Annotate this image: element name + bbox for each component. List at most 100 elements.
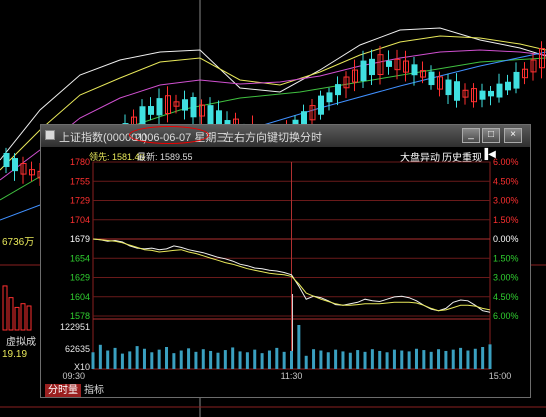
bg-candle-body (437, 76, 443, 90)
latest-label: 最新: 1589.55 (137, 152, 193, 162)
tab-volume[interactable]: 分时量 (45, 384, 81, 397)
volume-bar (216, 352, 220, 369)
volume-bar (297, 325, 301, 369)
bg-candle-body (505, 81, 511, 91)
volume-bar (253, 349, 257, 369)
volume-bar (275, 347, 279, 369)
volume-bar (319, 350, 323, 369)
bg-candle-body (207, 105, 214, 125)
volume-bar (91, 352, 95, 369)
volume-bar (304, 355, 308, 369)
bg-candle-body (318, 95, 324, 115)
volume-bar (341, 351, 345, 369)
bg-volume-bar (8, 297, 14, 331)
pct-tick-label: 0.00% (493, 234, 519, 244)
bg-volume-label: 6736万 (2, 237, 35, 248)
history-replay-button[interactable]: 历史重现 (442, 153, 482, 164)
volume-bar (326, 352, 330, 369)
volume-bar (290, 350, 293, 369)
volume-bar (334, 349, 338, 369)
volume-bar (172, 353, 176, 369)
bg-candle-body (309, 105, 316, 121)
price-tick-label: 1704 (70, 215, 90, 225)
volume-tick-label: 122951 (60, 322, 90, 332)
prev-close-value: 1581.40 (112, 152, 145, 162)
volume-bar (135, 346, 139, 369)
market-anomaly-button[interactable]: 大盘异动 (400, 153, 440, 164)
price-tick-label: 1729 (70, 196, 90, 206)
price-tick-label: 1679 (70, 234, 90, 244)
bg-candle-body (182, 99, 188, 111)
bg-candle-body (326, 92, 333, 103)
bg-virtual-label: 虚拟成 (6, 337, 36, 348)
close-button[interactable]: × (504, 128, 522, 143)
volume-bar (414, 348, 418, 369)
volume-bar (481, 347, 485, 369)
volume-bar (98, 344, 102, 369)
volume-bar (150, 352, 154, 369)
intraday-window: 上证指数(000001) 2006-06-07 星期三 左右方向键切换分时 _ … (40, 124, 531, 398)
volume-bar (356, 350, 360, 369)
volume-bar (451, 349, 455, 369)
bg-candle-body (377, 54, 384, 76)
price-tick-label: 1755 (70, 176, 90, 186)
minimize-button[interactable]: _ (462, 128, 480, 143)
back-arrow-icon[interactable]: ▐◀ (481, 149, 496, 160)
time-tick-label: 11:30 (281, 371, 303, 381)
volume-bar (466, 350, 470, 369)
bg-candle-body (394, 58, 401, 71)
time-tick-label: 09:30 (62, 371, 85, 381)
bg-candle-body (343, 76, 350, 89)
info-bar: 领先: 1581.40 最新: 1589.55 大盘异动 历史重现 ▐◀ (41, 147, 530, 164)
bg-candle-body (165, 95, 171, 115)
volume-bar (348, 352, 352, 369)
bg-volume-bar (2, 285, 8, 331)
volume-bar (106, 350, 110, 369)
time-tick-label: 15:00 (489, 371, 512, 381)
window-titlebar[interactable]: 上证指数(000001) 2006-06-07 星期三 左右方向键切换分时 _ … (41, 125, 530, 147)
volume-tick-label: 62635 (65, 344, 90, 354)
intraday-chart: 1780 6.00% 1755 4.50% 1729 3.00% 1704 1.50% 1679… (60, 157, 519, 381)
volume-bar (209, 350, 213, 369)
pct-tick-label: 6.00% (493, 157, 519, 167)
volume-bar (142, 348, 146, 369)
volume-bar (429, 351, 433, 369)
volume-bar (370, 349, 374, 369)
volume-bar (400, 350, 404, 369)
bg-candle-body (530, 59, 537, 73)
bg-volume-bar (26, 305, 32, 331)
volume-bar (473, 348, 477, 369)
bg-candle-body (496, 83, 503, 98)
volume-bar (245, 352, 249, 369)
maximize-button[interactable]: □ (482, 128, 500, 143)
volume-bar (267, 350, 271, 369)
volume-bar (437, 349, 441, 369)
bg-candle-body (454, 81, 460, 101)
volume-bar (378, 350, 382, 369)
bg-candle-body (12, 158, 18, 172)
date-highlight-oval (129, 126, 209, 144)
price-tick-label: 1654 (70, 253, 90, 263)
bg-volume-bar (14, 306, 20, 331)
bg-candle-body (190, 97, 197, 118)
pct-tick-label: 4.50% (493, 176, 519, 186)
bg-candle-body (386, 60, 392, 67)
tab-indicator[interactable]: 指标 (84, 385, 104, 396)
price-tick-label: 1629 (70, 273, 90, 283)
volume-bar (157, 349, 161, 369)
bg-candle-body (411, 64, 418, 76)
bg-price-label: 19.19 (2, 349, 28, 360)
bg-ma-line-2 (0, 49, 546, 181)
bg-candle-body (335, 84, 341, 96)
volume-bar (385, 352, 389, 369)
volume-bar (459, 347, 463, 369)
price-tick-label: 1578 (70, 311, 90, 321)
bg-candle-body (20, 162, 27, 175)
bg-ma-line-1 (0, 35, 546, 171)
pct-tick-label: 4.50% (493, 292, 519, 302)
bg-candle-body (522, 68, 528, 79)
volume-bar (422, 350, 426, 369)
volume-bar (201, 349, 205, 369)
bg-candle-body (479, 90, 486, 100)
